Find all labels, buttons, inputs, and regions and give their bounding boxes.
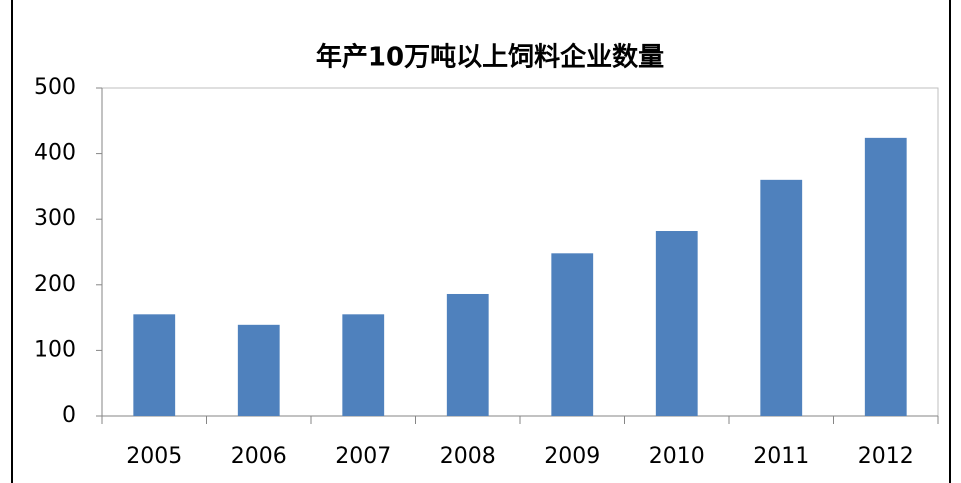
bar [133,314,176,416]
bar [864,137,907,416]
y-tick-label: 200 [34,272,76,297]
x-tick-label: 2010 [649,444,705,469]
bar [446,293,489,416]
x-tick-label: 2011 [753,444,809,469]
x-tick-label: 2006 [231,444,287,469]
x-tick-label: 2007 [335,444,391,469]
x-tick-label: 2008 [440,444,496,469]
x-tick-label: 2012 [858,444,914,469]
y-tick-label: 500 [34,75,76,100]
y-tick-label: 0 [62,403,76,428]
y-tick-label: 100 [34,337,76,362]
bar [655,231,698,416]
y-tick-label: 400 [34,141,76,166]
bar [760,179,803,416]
bar [342,314,385,416]
bar [237,324,280,416]
x-tick-label: 2009 [544,444,600,469]
x-tick-label: 2005 [126,444,182,469]
y-tick-label: 300 [34,206,76,231]
chart-title: 年产10万吨以上饲料企业数量 [316,42,664,73]
bar [551,253,594,416]
